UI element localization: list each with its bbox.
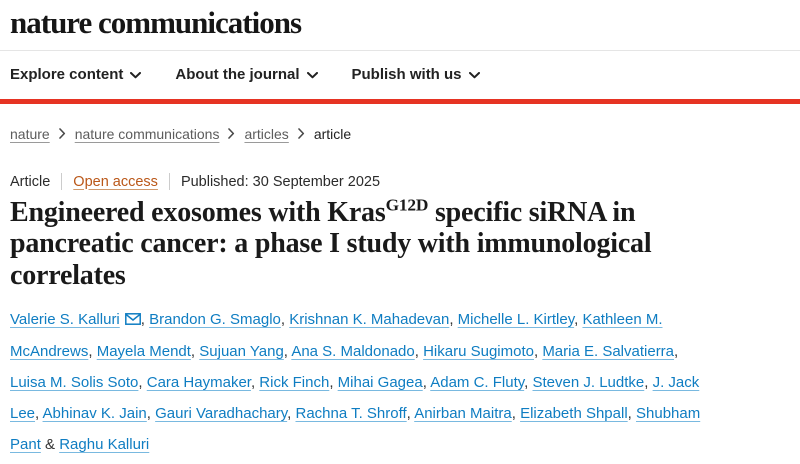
nav-item-explore-content[interactable]: Explore content xyxy=(10,66,142,83)
author-separator: , xyxy=(674,342,679,360)
masthead: nature communications xyxy=(0,0,800,50)
author-link[interactable]: Krishnan K. Mahadevan xyxy=(289,311,450,329)
author-separator: , xyxy=(88,342,97,360)
author-link[interactable]: Brandon G. Smaglo xyxy=(149,311,281,329)
nav-item-publish-with-us[interactable]: Publish with us xyxy=(352,66,480,83)
author-link[interactable]: Luisa M. Solis Soto xyxy=(10,373,139,391)
author-link[interactable]: Gauri Varadhachary xyxy=(155,404,288,422)
author-separator: , xyxy=(250,373,260,391)
author-separator: , xyxy=(406,404,415,422)
author-separator: , xyxy=(533,342,543,360)
author-link[interactable]: Rick Finch xyxy=(259,373,330,391)
chevron-down-icon xyxy=(130,66,142,83)
author-separator: , xyxy=(283,342,292,360)
author-separator: , xyxy=(146,404,156,422)
chevron-right-icon xyxy=(298,126,305,142)
masthead-divider xyxy=(0,50,800,51)
chevron-right-icon xyxy=(58,126,66,142)
article-title: Engineered exosomes with KrasG12D specif… xyxy=(10,195,710,291)
breadcrumb: nature nature communications articles ar… xyxy=(10,126,790,142)
author-separator: , xyxy=(138,373,147,391)
author-link[interactable]: Ana S. Maldonado xyxy=(291,342,415,360)
author-separator: , xyxy=(140,311,150,329)
chevron-right-icon xyxy=(228,126,235,142)
chevron-down-icon xyxy=(306,66,318,83)
author-link[interactable]: Anirban Maitra xyxy=(414,404,512,422)
accent-bar xyxy=(0,99,800,104)
separator xyxy=(168,173,170,190)
author-separator: , xyxy=(574,311,583,329)
author-separator: , xyxy=(287,404,296,422)
envelope-icon[interactable] xyxy=(124,306,141,337)
author-link[interactable]: Shubham Pant xyxy=(10,404,701,453)
author-link[interactable]: Abhinav K. Jain xyxy=(42,404,147,422)
author-list: Valerie S. Kalluri, Brandon G. Smaglo, K… xyxy=(10,305,716,460)
author-link[interactable]: Cara Haymaker xyxy=(146,373,251,391)
author-separator: , xyxy=(627,404,636,422)
author-link[interactable]: Elizabeth Shpall xyxy=(520,404,628,422)
article-meta-row: Article Open access Published: 30 Septem… xyxy=(10,173,790,190)
author-separator: , xyxy=(449,311,458,329)
article-title-superscript: G12D xyxy=(385,195,429,215)
nav-item-about-the-journal[interactable]: About the journal xyxy=(175,66,318,83)
author-link[interactable]: Hikaru Sugimoto xyxy=(423,342,534,360)
separator xyxy=(61,173,63,190)
breadcrumb-link-nature-communications[interactable]: nature communications xyxy=(74,126,220,142)
chevron-down-icon xyxy=(468,66,480,83)
nav-item-label: Publish with us xyxy=(351,66,462,83)
author-link[interactable]: Maria E. Salvatierra xyxy=(542,342,675,360)
nav-item-label: Explore content xyxy=(10,66,124,83)
breadcrumb-link-nature[interactable]: nature xyxy=(10,126,50,142)
author-link[interactable]: J. Jack Lee xyxy=(10,373,700,422)
author-separator: , xyxy=(35,404,43,422)
author-separator: , xyxy=(190,342,200,360)
author-separator: , xyxy=(644,373,653,391)
author-separator: , xyxy=(422,373,431,391)
author-link[interactable]: Raghu Kalluri xyxy=(59,435,150,453)
author-link[interactable]: Rachna T. Shroff xyxy=(295,404,407,422)
article-title-text: specific siRNA in pancreatic cancer: a p… xyxy=(10,197,652,291)
author-link[interactable]: Michelle L. Kirtley xyxy=(457,311,575,329)
published-date-label: Published: 30 September 2025 xyxy=(180,173,381,190)
author-link[interactable]: Mayela Mendt xyxy=(96,342,191,360)
author-separator: , xyxy=(329,373,338,391)
breadcrumb-link-articles[interactable]: articles xyxy=(244,126,289,142)
author-separator: , xyxy=(524,373,533,391)
author-link[interactable]: Mihai Gagea xyxy=(337,373,423,391)
article-title-text: Engineered exosomes with Kras xyxy=(10,197,386,228)
author-separator: , xyxy=(511,404,521,422)
article-main: Article Open access Published: 30 Septem… xyxy=(0,173,800,461)
site-header: nature communications Explore content Ab… xyxy=(0,0,800,104)
primary-nav: Explore content About the journal Publis… xyxy=(0,51,800,99)
article-type-label: Article xyxy=(10,173,51,190)
breadcrumb-current: article xyxy=(313,126,352,142)
author-link[interactable]: Kathleen M. McAndrews xyxy=(10,311,663,360)
author-link[interactable]: Valerie S. Kalluri xyxy=(10,311,120,329)
journal-logo[interactable]: nature communications xyxy=(10,5,302,40)
author-separator: & xyxy=(40,435,60,453)
author-link[interactable]: Adam C. Fluty xyxy=(430,373,525,391)
open-access-link[interactable]: Open access xyxy=(73,173,158,190)
author-link[interactable]: Steven J. Ludtke xyxy=(532,373,645,391)
author-separator: , xyxy=(414,342,424,360)
author-separator: , xyxy=(280,311,290,329)
nav-item-label: About the journal xyxy=(175,66,300,83)
author-link[interactable]: Sujuan Yang xyxy=(199,342,284,360)
